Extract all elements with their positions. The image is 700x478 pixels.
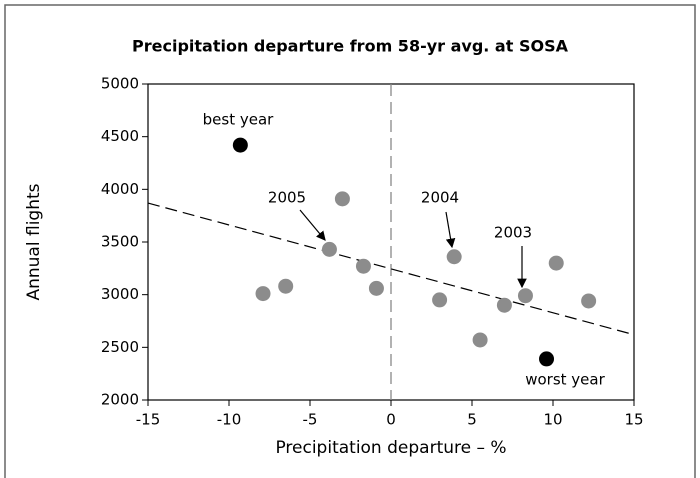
point	[321, 241, 337, 257]
point	[432, 292, 448, 308]
y-tick-label: 4500	[101, 127, 139, 145]
point	[517, 288, 533, 304]
point	[278, 278, 294, 294]
point	[539, 351, 555, 367]
x-tick-label: 5	[467, 411, 477, 429]
point	[368, 280, 384, 296]
frame	[4, 4, 696, 478]
point	[355, 258, 371, 274]
y-tick-label: 3000	[101, 285, 139, 303]
annotation: 2005	[268, 189, 306, 207]
trend-line	[147, 202, 635, 336]
chart-title: Precipitation departure from 58-yr avg. …	[132, 37, 569, 56]
point	[232, 137, 248, 153]
x-tick-label: -15	[136, 411, 161, 429]
annotation: 2003	[494, 224, 532, 242]
annotation: worst year	[525, 371, 605, 389]
x-axis-label: Precipitation departure – %	[275, 438, 506, 458]
x-tick-label: -5	[303, 411, 318, 429]
point	[255, 286, 271, 302]
annotation-arrow	[445, 211, 456, 249]
y-tick-label: 4000	[101, 180, 139, 198]
y-axis-label: Annual flights	[24, 183, 44, 300]
x-tick-label: 15	[624, 411, 643, 429]
point	[446, 249, 462, 265]
x-tick-label: 0	[386, 411, 396, 429]
annotation-arrow	[299, 209, 326, 241]
point	[548, 255, 564, 271]
y-tick-label: 2500	[101, 338, 139, 356]
y-tick-label: 2000	[101, 391, 139, 409]
point	[496, 297, 512, 313]
point	[472, 332, 488, 348]
y-tick-label: 5000	[101, 75, 139, 93]
x-tick-label: -10	[217, 411, 242, 429]
annotation: best year	[203, 111, 275, 129]
point	[581, 293, 597, 309]
point	[334, 191, 350, 207]
x-tick-label: 10	[543, 411, 562, 429]
y-tick-label: 3500	[101, 233, 139, 251]
annotation: 2004	[421, 189, 459, 207]
